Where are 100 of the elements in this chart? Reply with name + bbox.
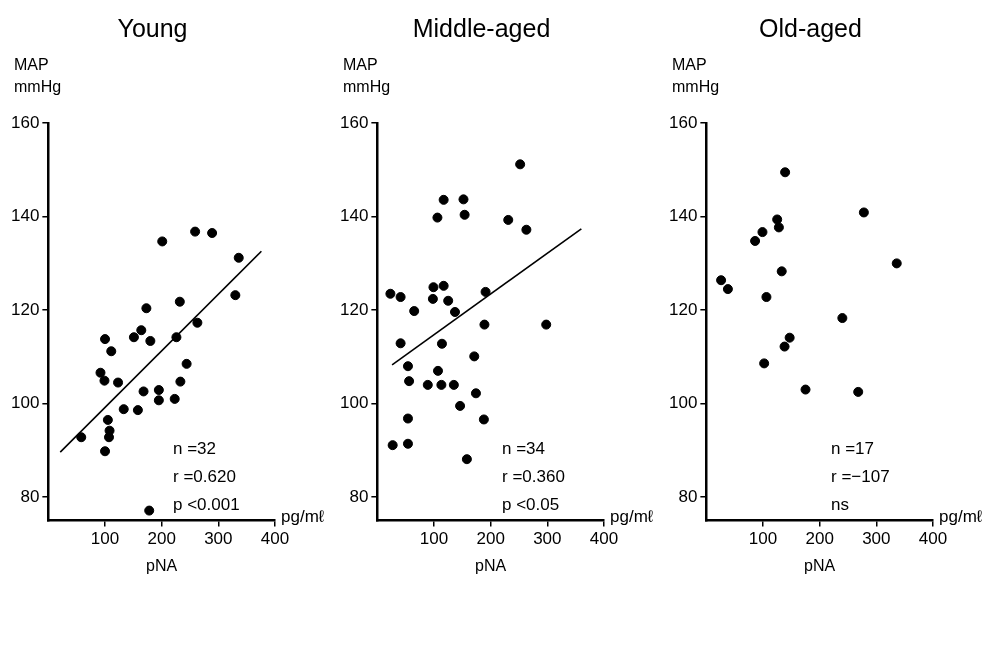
point <box>136 325 147 336</box>
text: pg/mℓ <box>610 507 654 527</box>
point <box>95 367 106 378</box>
point <box>891 258 902 269</box>
point <box>99 375 110 386</box>
point <box>858 207 869 218</box>
point <box>100 334 111 345</box>
point <box>443 295 454 306</box>
y-tick-label: 80 <box>349 486 369 506</box>
point <box>175 376 186 387</box>
annotation: p <0.001 <box>173 495 240 515</box>
point <box>784 332 795 343</box>
x-tick-label: 100 <box>90 529 120 549</box>
point <box>171 332 182 343</box>
y-tick-label: 100 <box>668 393 698 413</box>
point <box>409 306 420 317</box>
point <box>432 212 443 223</box>
point <box>230 290 241 301</box>
point <box>759 358 770 369</box>
point <box>837 313 848 324</box>
point <box>192 317 203 328</box>
point <box>479 319 490 330</box>
point <box>480 286 491 297</box>
point <box>157 236 168 247</box>
point <box>436 338 447 349</box>
point <box>103 432 114 443</box>
point <box>853 386 864 397</box>
point <box>138 386 149 397</box>
point <box>404 376 415 387</box>
point <box>458 194 469 205</box>
chart-title: Middle-aged <box>411 14 552 44</box>
x-axis-title: pNA <box>804 556 836 574</box>
point <box>102 414 113 425</box>
chart-title: Young <box>116 14 189 44</box>
y-tick-label: 100 <box>10 393 40 413</box>
y-tick-label: 120 <box>339 299 369 319</box>
text: pg/mℓ <box>281 507 325 527</box>
point <box>233 252 244 263</box>
point <box>402 361 413 372</box>
x-tick-label: 400 <box>589 529 619 549</box>
x-tick-label: 300 <box>204 529 233 549</box>
point <box>153 385 164 396</box>
point <box>385 288 396 299</box>
y-tick-label: 120 <box>10 299 40 319</box>
point <box>153 395 164 406</box>
point <box>780 167 791 178</box>
y-tick-label: 140 <box>10 206 40 226</box>
point <box>757 227 768 238</box>
point <box>144 505 155 516</box>
annotation: ns <box>831 495 849 515</box>
x-axis-title: pNA <box>475 556 507 574</box>
point <box>169 393 180 404</box>
x-tick-label: 200 <box>805 529 834 549</box>
point <box>387 440 398 451</box>
point <box>455 400 466 411</box>
x-tick-label: 400 <box>918 529 948 549</box>
point <box>541 319 552 330</box>
y-tick-label: 160 <box>339 112 369 132</box>
point <box>448 379 459 390</box>
point <box>402 413 413 424</box>
point <box>773 222 784 233</box>
annotation: n =34 <box>502 439 546 459</box>
y-axis-title: MAP mmHg <box>14 55 63 97</box>
y-tick-label: 140 <box>668 206 698 226</box>
x-tick-label: 400 <box>260 529 290 549</box>
point <box>427 293 438 304</box>
point <box>422 379 433 390</box>
x-tick-label: 100 <box>419 529 449 549</box>
point <box>141 303 152 314</box>
point <box>132 405 143 416</box>
point <box>174 296 185 307</box>
x-tick-label: 300 <box>533 529 562 549</box>
point <box>402 438 413 449</box>
x-tick-label: 100 <box>748 529 778 549</box>
point <box>100 446 111 457</box>
point <box>761 292 772 303</box>
point <box>113 377 124 388</box>
point <box>207 228 218 239</box>
x-tick-label: 200 <box>476 529 505 549</box>
point <box>436 379 447 390</box>
point <box>459 209 470 220</box>
point <box>515 159 526 170</box>
annotation: r =0.620 <box>173 467 236 487</box>
point <box>432 365 443 376</box>
annotation: n =32 <box>173 439 217 459</box>
y-tick-label: 120 <box>668 299 698 319</box>
annotation: p <0.05 <box>502 495 560 515</box>
point <box>776 266 787 277</box>
point <box>106 346 117 357</box>
text: pg/mℓ <box>939 507 983 527</box>
annotation: r =0.360 <box>502 467 565 487</box>
point <box>76 432 87 443</box>
y-tick-label: 80 <box>20 486 40 506</box>
annotation: r =−107 <box>831 467 890 487</box>
chart-title: Old-aged <box>758 14 863 44</box>
point <box>800 384 811 395</box>
point <box>395 292 406 303</box>
y-axis-title: MAP mmHg <box>672 55 721 97</box>
point <box>750 235 761 246</box>
point <box>469 351 480 362</box>
